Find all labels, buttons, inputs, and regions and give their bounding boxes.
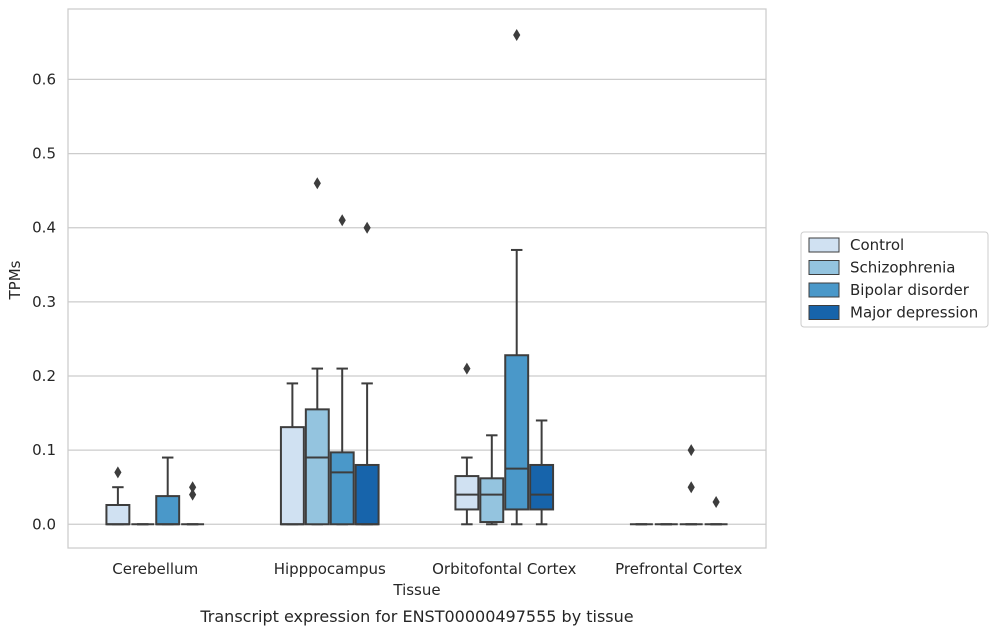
y-tick-labels: 0.0 0.1 0.2 0.3 0.4 0.5 0.6 xyxy=(32,70,56,533)
legend-label: Schizophrenia xyxy=(850,259,955,277)
outlier-point xyxy=(114,466,122,479)
box-body xyxy=(454,475,480,511)
y-tick-label: 0.5 xyxy=(32,145,56,163)
outlier-point xyxy=(513,28,521,41)
outlier-point xyxy=(189,488,197,501)
box-body xyxy=(329,451,355,526)
outlier-point xyxy=(338,214,346,227)
box-2-1 xyxy=(479,434,505,526)
box-1-2 xyxy=(329,214,355,526)
box-body xyxy=(304,408,330,526)
outlier-point xyxy=(687,444,695,457)
y-tick-label: 0.2 xyxy=(32,367,56,385)
x-axis-label: Tissue xyxy=(392,581,440,599)
legend-label: Bipolar disorder xyxy=(850,281,970,299)
outlier-point xyxy=(463,362,471,375)
y-tick-label: 0.1 xyxy=(32,441,56,459)
outlier-point xyxy=(687,481,695,494)
box-3-3 xyxy=(704,496,728,526)
legend-label: Control xyxy=(850,236,904,254)
y-tick-label: 0.6 xyxy=(32,70,56,88)
outlier-point xyxy=(313,177,321,190)
box-body xyxy=(529,463,555,511)
y-tick-label: 0.4 xyxy=(32,219,56,237)
outlier-point xyxy=(189,481,197,494)
box-0-3 xyxy=(181,481,205,526)
box-body xyxy=(479,477,505,524)
y-tick-label: 0.3 xyxy=(32,293,56,311)
legend-frame xyxy=(800,231,989,328)
box-3-2 xyxy=(679,444,703,526)
box-0-0 xyxy=(105,466,131,526)
box-1-1 xyxy=(304,177,330,526)
legend-swatch xyxy=(808,282,840,298)
box-body xyxy=(504,354,530,511)
box-body xyxy=(155,495,181,526)
x-tick-label: Cerebellum xyxy=(112,560,198,578)
x-tick-label: Prefrontal Cortex xyxy=(615,560,742,578)
box-1-3 xyxy=(354,221,380,526)
box-1-0 xyxy=(279,382,305,526)
box-2-2 xyxy=(504,28,530,526)
legend: Control Schizophrenia Bipolar disorder Majo… xyxy=(800,231,989,328)
legend-swatch xyxy=(808,237,840,253)
box-groups xyxy=(105,28,728,526)
y-axis-label: TPMs xyxy=(6,260,24,300)
grid-lines xyxy=(68,78,766,525)
outlier-point xyxy=(712,496,720,509)
outlier-point xyxy=(363,221,371,234)
legend-swatch xyxy=(808,305,840,320)
plot-frame xyxy=(67,8,767,549)
box-2-3 xyxy=(529,419,555,526)
box-body xyxy=(354,463,380,526)
legend-label: Major depression xyxy=(850,304,978,322)
box-0-2 xyxy=(155,456,181,526)
x-tick-label: Orbitofontal Cortex xyxy=(432,560,576,578)
legend-swatch xyxy=(808,260,840,275)
box-body xyxy=(279,426,305,526)
x-tick-labels: Cerebellum Hipppocampus Orbitofontal Corte… xyxy=(112,560,742,578)
box-body xyxy=(105,503,131,526)
chart-caption: Transcript expression for ENST0000049755… xyxy=(199,607,633,626)
x-tick-label: Hipppocampus xyxy=(274,560,386,578)
box-2-0 xyxy=(454,362,480,526)
y-tick-label: 0.0 xyxy=(32,515,56,533)
